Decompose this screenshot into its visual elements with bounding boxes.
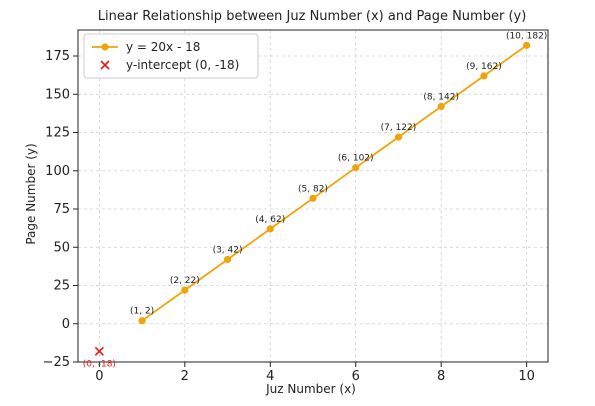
x-tick-label: 10 <box>518 369 535 384</box>
data-label: (7, 122) <box>381 123 417 133</box>
plot-frame <box>77 29 549 363</box>
data-label: (8, 142) <box>423 92 459 102</box>
data-point <box>523 41 531 49</box>
data-point <box>223 255 232 264</box>
y-tick-label: 75 <box>53 202 70 217</box>
data-point <box>266 225 274 233</box>
legend-marker-swatch <box>101 43 109 51</box>
intercept-label: (0, -18) <box>83 359 116 369</box>
data-point <box>394 133 403 141</box>
intercept-marker <box>94 346 104 356</box>
y-tick-label: −25 <box>43 355 70 370</box>
y-tick-label: 125 <box>45 126 70 141</box>
legend: y = 20x - 18 y-intercept (0, -18) <box>83 33 259 79</box>
y-tick-label: 0 <box>62 317 70 332</box>
y-tick-label: 25 <box>53 279 70 294</box>
x-axis-label: Juz Number (x) <box>265 382 356 396</box>
data-point <box>138 317 146 325</box>
legend-box <box>83 33 259 79</box>
data-label: (4, 62) <box>255 215 285 225</box>
y-axis-label: Page Number (y) <box>24 143 38 244</box>
chart-title: Linear Relationship between Juz Number (… <box>98 9 527 24</box>
data-label: (6, 102) <box>338 154 374 164</box>
data-label: (2, 22) <box>170 276 200 286</box>
data-point <box>352 164 360 172</box>
data-label: (1, 2) <box>130 307 154 317</box>
data-label: (3, 42) <box>213 245 243 255</box>
data-point <box>309 194 317 202</box>
x-tick-label: 4 <box>266 369 274 384</box>
data-point <box>181 286 189 294</box>
x-tick-label: 8 <box>437 369 445 384</box>
axes: 0 2 4 6 8 10 −25 0 25 50 75 100 125 150 175 <box>43 29 549 384</box>
series-line-path <box>141 44 528 322</box>
data-point <box>437 102 445 111</box>
data-label: (5, 82) <box>298 184 328 194</box>
series-line: (1, 2) (2, 22) (3, 42) (4, 62) (5, 82) (6, 10… <box>83 31 548 369</box>
data-label: (10, 182) <box>506 31 547 41</box>
y-tick-label: 175 <box>45 49 70 64</box>
y-tick-label: 100 <box>45 164 70 179</box>
x-tick-label: 2 <box>181 369 189 384</box>
y-tick-label: 50 <box>53 240 70 255</box>
data-label: (9, 162) <box>466 62 502 72</box>
data-point <box>480 72 488 80</box>
x-tick-label: 0 <box>95 369 103 384</box>
legend-series-label: y = 20x - 18 <box>126 40 200 54</box>
legend-intercept-label: y-intercept (0, -18) <box>126 58 239 72</box>
y-tick-label: 150 <box>45 87 70 102</box>
x-tick-label: 6 <box>352 369 360 384</box>
legend-x-swatch <box>100 60 110 70</box>
